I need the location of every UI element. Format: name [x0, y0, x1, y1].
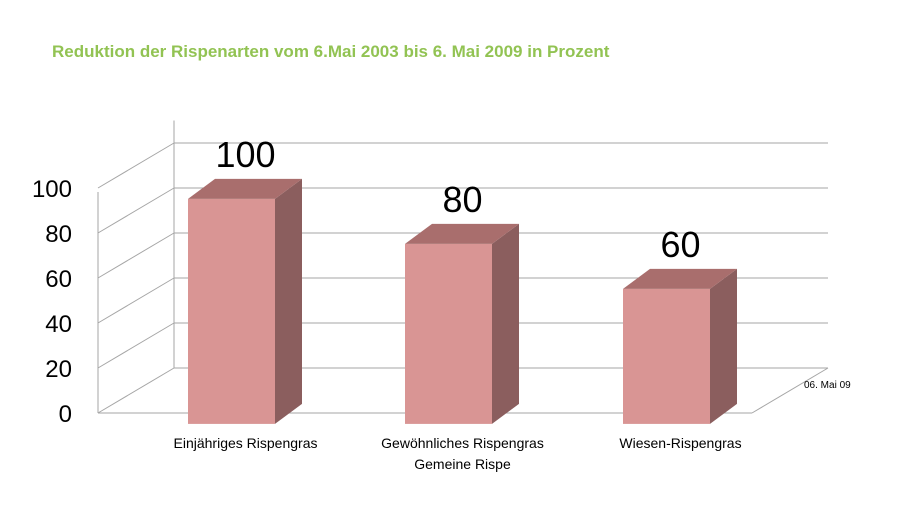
y-tick-label: 0	[59, 401, 72, 428]
bar-layer	[188, 178, 737, 424]
bar-top-1	[405, 223, 519, 244]
y-tick-label: 60	[45, 266, 72, 293]
gridline-diagonal-0	[97, 367, 175, 414]
gridline-diagonal-40	[97, 277, 175, 324]
y-tick-label: 100	[32, 176, 72, 203]
bar-side-1	[492, 223, 519, 424]
bar-top-2	[623, 268, 737, 289]
label-layer: 0 20 40 60 80 100 100 Einjähriges Rispengras 80 G…	[32, 134, 851, 472]
bar-2	[623, 288, 710, 424]
chart-title: Reduktion der Rispenarten vom 6.Mai 2003…	[52, 42, 610, 61]
bar-side-0	[275, 178, 302, 424]
category-label-1: Gewöhnliches Rispengras	[381, 435, 544, 451]
gridline-diagonal-100	[97, 142, 175, 189]
gridline-diagonal-80	[97, 187, 175, 234]
gridline-diagonal-20	[97, 322, 175, 369]
bar-top-0	[188, 178, 302, 199]
bar-side-2	[710, 268, 737, 424]
bar-0	[188, 198, 275, 424]
y-tick-label: 20	[45, 356, 72, 383]
gridline-diagonal-60	[97, 232, 175, 279]
legend-entry: 06. Mai 09	[804, 380, 851, 391]
floor-right-edge	[751, 367, 829, 414]
y-tick-label: 80	[45, 221, 72, 248]
category-label-2: Wiesen-Rispengras	[619, 435, 741, 451]
y-tick-label: 40	[45, 311, 72, 338]
data-label-0: 100	[215, 134, 275, 175]
category-label-0: Einjähriges Rispengras	[174, 435, 318, 451]
data-label-2: 60	[660, 224, 700, 265]
bar-1	[405, 243, 492, 424]
data-label-1: 80	[442, 179, 482, 220]
category-label-1: Gemeine Rispe	[414, 456, 511, 472]
